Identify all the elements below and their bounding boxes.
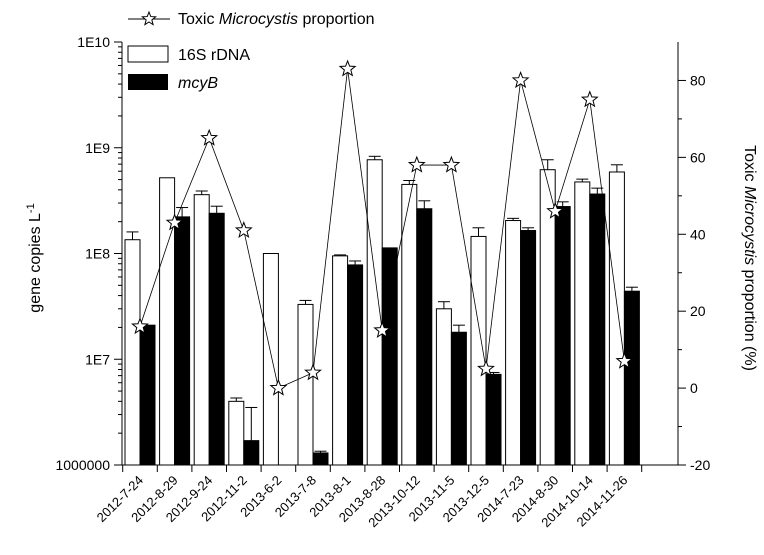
bar-mcyb (554, 206, 571, 466)
left-tick-label: 1000000 (55, 457, 110, 473)
bar-mcyb (347, 264, 364, 466)
legend-mcyb-swatch (128, 74, 168, 90)
bar-mcyb (450, 331, 467, 466)
line-layer (131, 59, 634, 396)
toxic-proportion-star (546, 201, 565, 219)
right-tick-label: 0 (690, 380, 698, 396)
right-tick-label: 80 (690, 72, 706, 88)
toxic-proportion-star (477, 359, 495, 377)
bar-mcyb (485, 373, 502, 466)
right-axis: -20 0 20 40 60 80 (678, 72, 710, 473)
bar-16s-rdna (228, 400, 245, 466)
bar-mcyb (520, 230, 537, 466)
bars-layer (124, 155, 640, 466)
left-tick-label: 1E9 (85, 140, 110, 156)
legend-star-icon (141, 10, 157, 26)
toxic-proportion-star (615, 351, 634, 369)
toxic-proportion-star (269, 378, 288, 396)
right-tick-label: 40 (690, 226, 706, 242)
bar-16s-rdna (193, 194, 210, 466)
toxic-proportion-star (131, 317, 149, 335)
bar-16s-rdna (505, 220, 522, 466)
bar-16s-rdna (297, 303, 314, 466)
bar-mcyb (243, 440, 260, 466)
bar-mcyb (208, 212, 225, 466)
toxic-proportion-star (338, 59, 357, 77)
toxic-proportion-star (580, 90, 599, 108)
toxic-proportion-star (304, 363, 322, 381)
bar-mcyb (139, 324, 156, 466)
toxic-proportion-star (373, 321, 392, 339)
toxic-proportion-star (200, 128, 219, 146)
right-axis-title: Toxic Microcystis proportion (%) (741, 145, 758, 371)
bar-16s-rdna (332, 255, 349, 466)
bar-mcyb (589, 193, 606, 466)
bar-mcyb (381, 247, 398, 466)
x-axis: 2012-7-242012-8-292012-9-242012-11-22013… (94, 465, 643, 530)
legend-mcyb-label: mcyB (178, 75, 218, 92)
bar-16s-rdna (124, 239, 141, 466)
bar-16s-rdna (435, 308, 452, 466)
bar-16s-rdna (262, 253, 279, 466)
toxic-proportion-star (165, 213, 184, 231)
legend-16s-swatch (127, 45, 169, 63)
right-tick-label: 20 (690, 303, 706, 319)
legend-line-label: Toxic Microcystis proportion (178, 11, 375, 28)
legend: Toxic Microcystis proportion 16S rDNA mc… (127, 10, 375, 92)
right-tick-label: -20 (690, 457, 710, 473)
bar-16s-rdna (470, 235, 487, 466)
left-tick-label: 1E10 (77, 34, 110, 50)
toxic-proportion-star (442, 155, 461, 173)
bar-mcyb (416, 208, 433, 466)
bar-mcyb (174, 216, 191, 466)
bar-16s-rdna (608, 171, 625, 466)
left-axis: 1000000 1E7 1E8 1E9 1E10 (55, 34, 122, 473)
left-tick-label: 1E7 (85, 351, 110, 367)
legend-16s-label: 16S rDNA (178, 47, 250, 64)
toxic-proportion-star (511, 71, 530, 89)
bar-mcyb (312, 452, 329, 466)
left-tick-label: 1E8 (85, 246, 110, 262)
bar-mcyb (623, 290, 640, 466)
bar-16s-rdna (574, 181, 591, 466)
toxic-proportion-star (407, 155, 426, 173)
toxic-proportion-star (234, 221, 253, 239)
left-axis-title: gene copies L-1 (25, 203, 44, 312)
right-tick-label: 60 (690, 149, 706, 165)
